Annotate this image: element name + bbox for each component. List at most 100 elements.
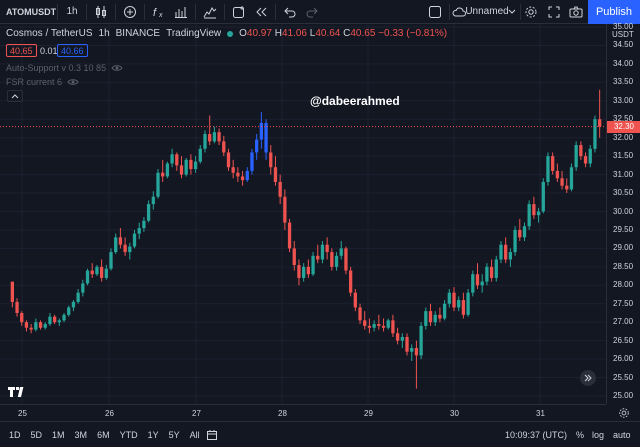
candle: [405, 333, 409, 356]
candle: [433, 311, 437, 326]
fullscreen-icon[interactable]: [545, 0, 563, 24]
range-button-1d[interactable]: 1D: [9, 429, 21, 440]
candle: [217, 128, 221, 146]
range-button-3m[interactable]: 3M: [74, 429, 88, 440]
candle: [212, 126, 217, 144]
layout-name[interactable]: Unnamed: [465, 6, 509, 17]
range-button-all[interactable]: All: [189, 429, 200, 440]
price-tick-label: 29.00: [613, 243, 634, 253]
candle: [320, 241, 325, 264]
legend-title[interactable]: Cosmos / TetherUS: [6, 28, 93, 39]
range-button-5d[interactable]: 5D: [30, 429, 43, 440]
undo-icon[interactable]: [279, 0, 301, 24]
toolbar-divider: [275, 3, 276, 20]
price-tick-label: 26.50: [613, 335, 634, 345]
candle: [339, 241, 343, 260]
candle: [551, 152, 555, 175]
scroll-to-realtime-button[interactable]: [580, 370, 596, 386]
price-tick-label: 30.00: [613, 206, 634, 216]
utc-clock[interactable]: 10:09:37 (UTC): [505, 429, 568, 440]
price-tick-label: 27.50: [613, 298, 634, 308]
select-layout-icon[interactable]: [426, 0, 444, 24]
replay-icon[interactable]: [250, 0, 272, 24]
indicator-auto-support[interactable]: Auto-Support v 0.3 10 85: [6, 63, 123, 73]
chevron-down-icon[interactable]: [507, 0, 517, 24]
candle: [193, 156, 198, 173]
candle: [104, 265, 108, 280]
candle: [273, 156, 278, 186]
publish-button[interactable]: Publish: [588, 0, 640, 24]
log-toggle[interactable]: log: [592, 429, 605, 440]
candle: [475, 263, 480, 289]
candle: [532, 196, 536, 219]
redo-icon[interactable]: [301, 0, 323, 24]
axis-settings-gear-icon[interactable]: [607, 405, 640, 421]
range-button-6m[interactable]: 6M: [97, 429, 110, 440]
candle: [438, 307, 442, 323]
candle: [128, 242, 132, 260]
auto-toggle[interactable]: auto: [613, 429, 631, 440]
templates-icon[interactable]: [199, 0, 221, 24]
chart-type-icon[interactable]: [90, 0, 112, 24]
candle: [203, 130, 207, 153]
candle: [499, 241, 503, 264]
candle: [546, 152, 550, 186]
interval-button[interactable]: 1h: [66, 6, 78, 17]
candle: [278, 174, 282, 205]
symbol-search-button[interactable]: ATOMUSDT: [6, 6, 57, 17]
range-button-5y[interactable]: 5Y: [168, 429, 180, 440]
candle: [142, 217, 146, 232]
candle: [508, 248, 513, 267]
price-tick-label: 35.00: [613, 22, 634, 31]
gear-icon[interactable]: [522, 0, 540, 24]
tradingview-logo-icon[interactable]: [8, 387, 26, 400]
compare-add-icon[interactable]: [119, 0, 141, 24]
price-tick-label: 31.00: [613, 169, 634, 179]
camera-icon[interactable]: [567, 0, 585, 24]
time-tick-label: 30: [450, 409, 459, 418]
candle: [386, 318, 390, 330]
eye-icon[interactable]: [111, 64, 123, 72]
indicator-fsr[interactable]: FSR current 6: [6, 77, 79, 87]
candle: [522, 222, 527, 242]
candle: [527, 200, 531, 230]
candle: [447, 288, 451, 308]
price-tick-label: 32.50: [613, 114, 634, 124]
ask-price-box[interactable]: 40.66: [57, 44, 88, 57]
range-button-1y[interactable]: 1Y: [147, 429, 159, 440]
ohlc-values: O40.97 H41.06 L40.64 C40.65 −0.33 (−0.81…: [239, 28, 448, 39]
candle: [588, 145, 592, 168]
date-range-calendar-icon[interactable]: [205, 429, 219, 440]
candle: [428, 303, 433, 326]
candle: [297, 259, 301, 286]
candle: [344, 246, 348, 275]
collapse-legend-button[interactable]: [7, 90, 23, 102]
percent-toggle[interactable]: %: [576, 429, 585, 440]
eye-icon[interactable]: [67, 78, 79, 86]
candle: [353, 288, 357, 312]
candle: [555, 163, 560, 182]
range-button-1m[interactable]: 1M: [52, 429, 65, 440]
candle: [175, 152, 179, 171]
candle: [287, 218, 292, 253]
candle: [367, 318, 372, 334]
toolbar-divider: [224, 3, 225, 20]
candle: [259, 111, 264, 149]
candle: [264, 119, 268, 160]
candle: [208, 115, 212, 146]
time-axis[interactable]: 25 26 27 28 29 30 31: [0, 404, 606, 421]
candle: [598, 89, 602, 138]
bid-price-box[interactable]: 40.65: [6, 44, 37, 57]
financials-icon[interactable]: [170, 0, 192, 24]
range-button-ytd[interactable]: YTD: [119, 429, 138, 440]
alert-icon[interactable]: [228, 0, 250, 24]
candle: [255, 134, 259, 160]
candle: [222, 135, 226, 157]
price-axis[interactable]: USDT 35.00 34.50 34.00 33.50 33.00 32.50 32.00…: [606, 22, 640, 404]
chevron-up-icon: [11, 94, 19, 99]
legend-source: TradingView: [166, 28, 222, 39]
candle: [76, 288, 80, 304]
candle: [489, 259, 494, 282]
time-tick-label: 25: [18, 409, 27, 418]
